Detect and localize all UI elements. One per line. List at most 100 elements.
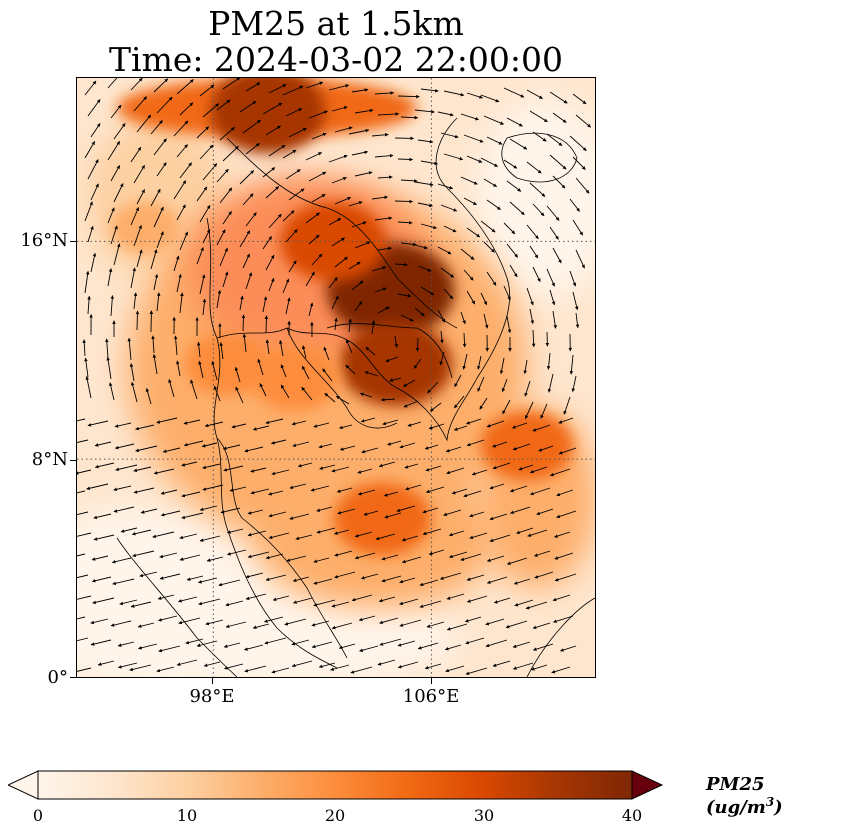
wind-arrow-28 bbox=[202, 103, 219, 118]
wind-arrow-463 bbox=[131, 529, 152, 536]
wind-arrow-578 bbox=[138, 643, 158, 650]
wind-arrow-63 bbox=[463, 134, 484, 143]
wind-arrow-542 bbox=[351, 594, 373, 602]
wind-arrow-68 bbox=[569, 135, 587, 152]
wind-arrow-103 bbox=[331, 176, 347, 184]
wind-arrow-117 bbox=[136, 189, 145, 205]
wind-arrow-289 bbox=[365, 346, 376, 356]
wind-arrow-375 bbox=[222, 444, 241, 450]
wind-arrow-616 bbox=[465, 667, 488, 676]
wind-arrow-251 bbox=[552, 310, 557, 329]
wind-arrow-358 bbox=[360, 417, 376, 423]
wind-arrow-270 bbox=[462, 332, 467, 348]
pm25-map-canvas[interactable] bbox=[77, 78, 595, 677]
wind-arrow-146 bbox=[268, 213, 282, 229]
wind-arrow-13 bbox=[374, 91, 395, 95]
wind-arrow-190 bbox=[219, 247, 228, 267]
wind-arrow-288 bbox=[345, 339, 353, 354]
wind-arrow-99 bbox=[239, 170, 255, 185]
wind-arrow-65 bbox=[509, 138, 528, 150]
y-tickmark-0 bbox=[70, 677, 76, 678]
wind-arrow-605 bbox=[224, 663, 244, 670]
wind-arrow-493 bbox=[286, 555, 307, 562]
wind-arrow-174 bbox=[377, 246, 392, 251]
wind-arrow-118 bbox=[150, 188, 161, 207]
wind-arrow-229 bbox=[572, 291, 579, 311]
wind-arrow-333 bbox=[324, 392, 336, 403]
wind-arrow-232 bbox=[133, 292, 138, 310]
wind-arrow-543 bbox=[378, 596, 396, 603]
coastlines bbox=[116, 117, 595, 677]
wind-arrow-142 bbox=[176, 204, 186, 221]
wind-arrow-401 bbox=[297, 462, 313, 468]
wind-arrow-80 bbox=[328, 154, 348, 163]
wind-arrow-97 bbox=[202, 163, 218, 181]
wind-arrow-100 bbox=[262, 167, 276, 178]
wind-arrow-239 bbox=[285, 297, 291, 315]
wind-arrow-510 bbox=[159, 573, 181, 580]
wind-arrow-122 bbox=[242, 193, 254, 206]
wind-arrow-152 bbox=[397, 220, 413, 225]
wind-arrow-48 bbox=[136, 114, 152, 133]
wind-arrow-568 bbox=[426, 621, 445, 628]
wind-arrow-446 bbox=[268, 511, 287, 518]
wind-arrow-194 bbox=[311, 253, 323, 266]
wind-arrow-604 bbox=[203, 661, 221, 667]
wind-arrow-95 bbox=[156, 162, 167, 177]
wind-arrow-195 bbox=[334, 256, 348, 268]
wind-arrow-52 bbox=[219, 127, 235, 141]
wind-arrow-601 bbox=[129, 664, 152, 672]
wind-arrow-610 bbox=[330, 664, 350, 671]
wind-arrow-374 bbox=[201, 442, 218, 448]
wind-arrow-557 bbox=[178, 617, 201, 625]
wind-arrow-252 bbox=[575, 312, 580, 329]
colorbar bbox=[8, 770, 664, 800]
wind-arrow-393 bbox=[115, 464, 138, 472]
wind-arrow-208 bbox=[107, 268, 113, 287]
wind-arrow-504 bbox=[534, 550, 551, 557]
wind-arrow-598 bbox=[77, 667, 92, 672]
wind-arrow-356 bbox=[313, 422, 330, 428]
wind-arrow-125 bbox=[311, 193, 326, 203]
wind-arrow-33 bbox=[308, 110, 328, 119]
wind-arrow-4 bbox=[176, 79, 194, 95]
pm25-hotspot-3 bbox=[339, 321, 453, 407]
wind-arrow-409 bbox=[471, 469, 488, 476]
wind-arrow-317 bbox=[477, 376, 485, 392]
wind-arrow-582 bbox=[223, 642, 241, 648]
pm25-map-panel[interactable] bbox=[76, 77, 596, 678]
x-tick-106e: 106°E bbox=[402, 686, 460, 707]
wind-arrow-454 bbox=[443, 509, 462, 517]
wind-arrow-40 bbox=[460, 113, 479, 121]
wind-arrow-221 bbox=[397, 293, 412, 298]
wind-arrow-17 bbox=[466, 92, 483, 99]
wind-arrow-485 bbox=[111, 557, 132, 564]
wind-arrow-23 bbox=[87, 99, 101, 117]
wind-arrow-338 bbox=[430, 402, 442, 412]
wind-arrow-427 bbox=[357, 489, 376, 496]
wind-arrow-570 bbox=[464, 616, 482, 623]
wind-arrow-287 bbox=[323, 346, 330, 361]
wind-arrow-31 bbox=[262, 102, 283, 115]
pm25-hotspots bbox=[109, 78, 574, 556]
wind-arrow-418 bbox=[160, 489, 178, 495]
wind-arrow-2 bbox=[130, 78, 143, 91]
wind-arrow-495 bbox=[334, 550, 353, 557]
wind-arrow-291 bbox=[413, 358, 422, 369]
wind-arrow-8 bbox=[268, 83, 287, 94]
pm25-hotspot-8 bbox=[109, 201, 181, 255]
wind-arrow-538 bbox=[272, 595, 290, 602]
wind-arrow-167 bbox=[216, 229, 226, 246]
wind-arrow-509 bbox=[139, 571, 158, 578]
wind-arrow-618 bbox=[512, 662, 534, 670]
wind-arrow-18 bbox=[480, 94, 500, 103]
wind-arrow-37 bbox=[400, 115, 419, 120]
wind-arrow-532 bbox=[130, 601, 152, 608]
wind-arrow-280 bbox=[173, 335, 178, 356]
wind-arrow-357 bbox=[339, 424, 353, 430]
wind-arrow-400 bbox=[271, 469, 290, 476]
pm25-hotspot-6 bbox=[184, 332, 269, 396]
wind-arrow-447 bbox=[289, 513, 310, 520]
wind-arrow-620 bbox=[551, 666, 571, 674]
wind-arrow-398 bbox=[223, 465, 244, 472]
